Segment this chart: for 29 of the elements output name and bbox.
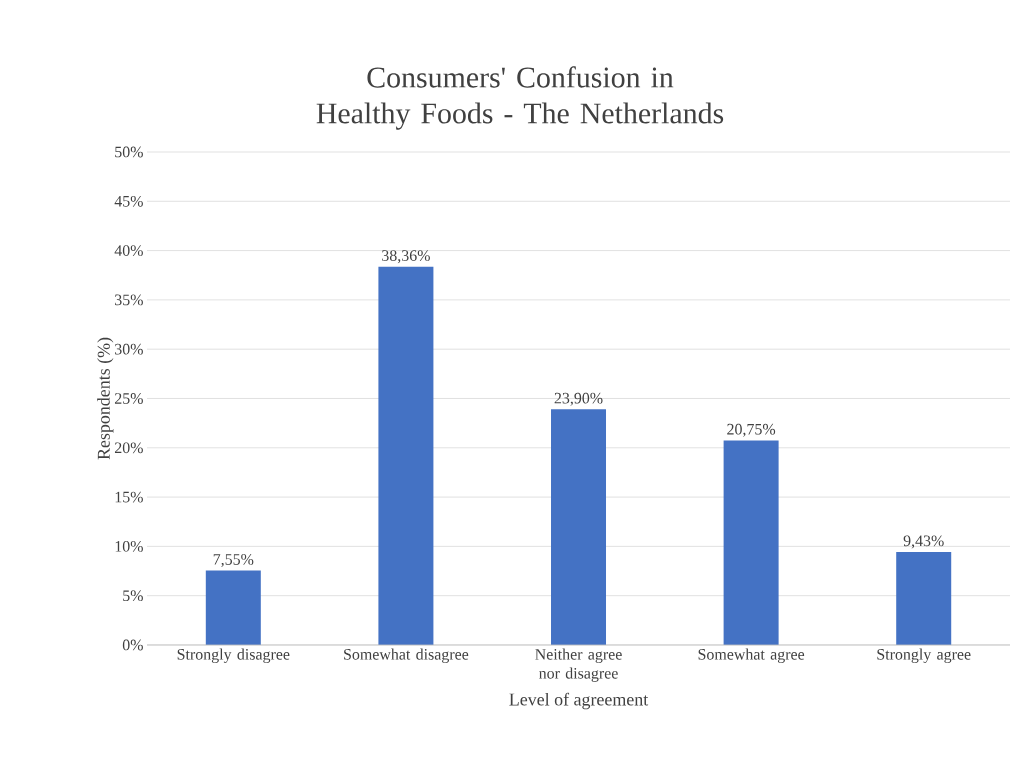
data-label: 38,36% xyxy=(382,250,430,264)
y-axis-title: Respondents (%) xyxy=(97,337,114,460)
data-label: 9,43% xyxy=(903,535,944,549)
y-tick-label: 35% xyxy=(115,294,143,306)
data-label: 20,75% xyxy=(727,423,776,437)
x-tick-label: Somewhat disagree xyxy=(344,648,469,663)
x-tick-label: Strongly disagree xyxy=(177,648,290,663)
data-label: 7,55% xyxy=(213,553,254,568)
y-tick-label: 0% xyxy=(122,639,143,651)
bar xyxy=(205,570,261,645)
y-tick-label: 30% xyxy=(115,343,143,355)
y-tick-label: 10% xyxy=(115,540,143,552)
y-tick-label: 25% xyxy=(114,393,143,404)
x-tick-label: Neither agree nor disagree xyxy=(535,648,622,682)
bar xyxy=(723,440,779,645)
data-label: 23,90% xyxy=(554,392,603,406)
y-tick-label: 40% xyxy=(114,245,143,256)
y-tick-label: 5% xyxy=(123,590,143,602)
y-tick-label: 45% xyxy=(114,195,143,207)
y-tick-label: 20% xyxy=(114,442,143,454)
chart-title: Consumers' Confusion in Healthy Foods - The Netherlands xyxy=(316,66,724,130)
y-tick-label: 15% xyxy=(115,491,143,503)
x-tick-label: Strongly agree xyxy=(877,648,971,663)
bar xyxy=(378,266,434,645)
bar xyxy=(896,552,952,645)
bar xyxy=(551,409,607,645)
y-tick-label: 50% xyxy=(115,146,143,158)
x-axis-title: Level of agreement xyxy=(509,692,649,710)
x-tick-label: Somewhat agree xyxy=(698,648,805,663)
